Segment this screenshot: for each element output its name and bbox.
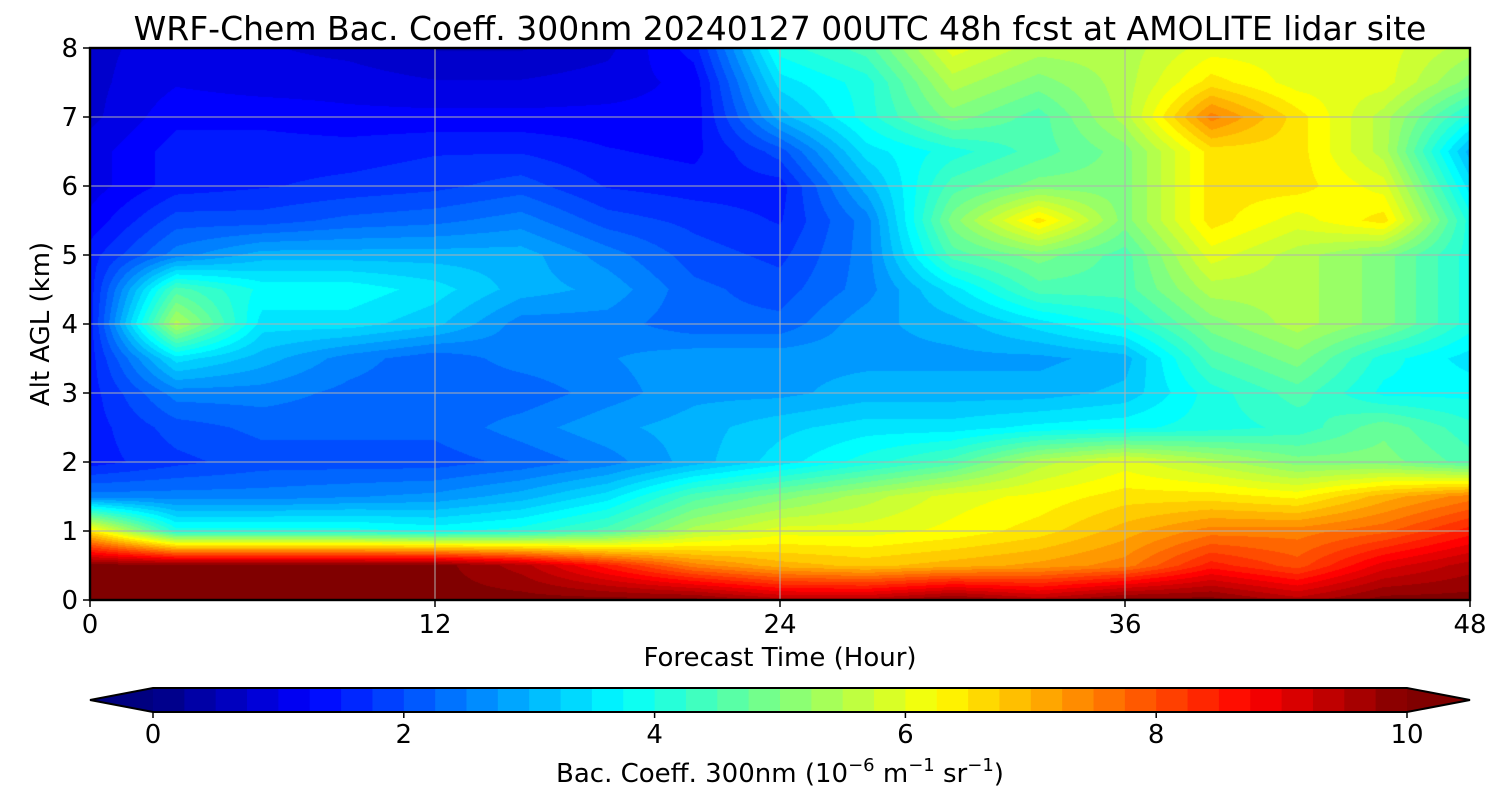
colorbar-ticks: 0 2 4 6 8 10 <box>145 712 1424 750</box>
colorbar-segment <box>1250 688 1283 712</box>
y-tick-label: 4 <box>61 310 78 340</box>
colorbar-segment <box>278 688 311 712</box>
colorbar-segment <box>435 688 468 712</box>
colorbar-segment <box>874 688 906 712</box>
colorbar-label-exp3: −1 <box>967 755 994 776</box>
y-axis-label: Alt AGL (km) <box>26 242 56 406</box>
colorbar-segment <box>341 688 374 712</box>
colorbar-segment <box>905 688 938 712</box>
colorbar-segment <box>1218 688 1251 712</box>
colorbar <box>89 687 1471 713</box>
colorbar-segment <box>215 688 248 712</box>
colorbar-segment <box>748 688 781 712</box>
x-tick-label: 48 <box>1453 610 1486 640</box>
colorbar-segment <box>153 688 185 712</box>
colorbar-segment <box>1187 688 1220 712</box>
colorbar-extend-high <box>1407 688 1470 712</box>
y-tick-label: 1 <box>61 517 78 547</box>
colorbar-segment <box>1156 688 1189 712</box>
y-tick-label: 3 <box>61 379 78 409</box>
colorbar-segment <box>1375 688 1408 712</box>
colorbar-label-exp2: −1 <box>908 755 935 776</box>
y-tick-label: 8 <box>61 34 78 64</box>
y-tick-label: 7 <box>61 103 78 133</box>
colorbar-tick-label: 6 <box>897 720 914 750</box>
colorbar-segment <box>497 688 530 712</box>
y-tick-label: 5 <box>61 241 78 271</box>
colorbar-label-mid2: sr <box>935 759 968 789</box>
colorbar-segment <box>466 688 499 712</box>
colorbar-segment <box>403 688 436 712</box>
colorbar-label-exp1: −6 <box>848 755 875 776</box>
colorbar-label: Bac. Coeff. 300nm (10−6 m−1 sr−1) <box>556 755 1004 789</box>
x-axis-ticks: 0 12 24 36 48 <box>82 600 1487 640</box>
colorbar-segment <box>1030 688 1063 712</box>
colorbar-tick-label: 10 <box>1390 720 1423 750</box>
colorbar-label-mid: m <box>875 759 909 789</box>
y-axis-ticks: 0 1 2 3 4 5 6 7 8 <box>61 34 90 616</box>
chart-title: WRF-Chem Bac. Coeff. 300nm 20240127 00UT… <box>134 9 1427 48</box>
colorbar-segment <box>685 688 718 712</box>
colorbar-segment <box>780 688 812 712</box>
colorbar-segment <box>1062 688 1095 712</box>
colorbar-segment <box>623 688 656 712</box>
x-tick-label: 36 <box>1108 610 1141 640</box>
colorbar-segment <box>968 688 1001 712</box>
colorbar-segment <box>1124 688 1157 712</box>
colorbar-segment <box>1312 688 1345 712</box>
colorbar-segment <box>591 688 624 712</box>
colorbar-segment <box>372 688 405 712</box>
x-axis-label: Forecast Time (Hour) <box>643 643 916 673</box>
y-tick-label: 6 <box>61 172 78 202</box>
colorbar-segment <box>717 688 750 712</box>
colorbar-tick-label: 2 <box>396 720 413 750</box>
colorbar-segment <box>560 688 593 712</box>
x-tick-label: 0 <box>82 610 99 640</box>
colorbar-segment <box>842 688 875 712</box>
colorbar-segment <box>654 688 687 712</box>
colorbar-extend-low <box>90 688 153 712</box>
colorbar-segment <box>936 688 969 712</box>
colorbar-tick-label: 8 <box>1148 720 1165 750</box>
colorbar-segment <box>1093 688 1126 712</box>
colorbar-segment <box>184 688 217 712</box>
y-tick-label: 0 <box>61 586 78 616</box>
colorbar-segment <box>1281 688 1314 712</box>
colorbar-segment <box>529 688 562 712</box>
colorbar-label-main: Bac. Coeff. 300nm (10 <box>556 759 848 789</box>
colorbar-label-end: ) <box>994 759 1004 789</box>
x-tick-label: 12 <box>418 610 451 640</box>
colorbar-segment <box>999 688 1032 712</box>
colorbar-segment <box>309 688 342 712</box>
x-tick-label: 24 <box>763 610 796 640</box>
colorbar-segment <box>247 688 279 712</box>
colorbar-segment <box>1344 688 1377 712</box>
colorbar-tick-label: 0 <box>145 720 162 750</box>
y-tick-label: 2 <box>61 448 78 478</box>
colorbar-tick-label: 4 <box>646 720 663 750</box>
colorbar-segment <box>811 688 844 712</box>
